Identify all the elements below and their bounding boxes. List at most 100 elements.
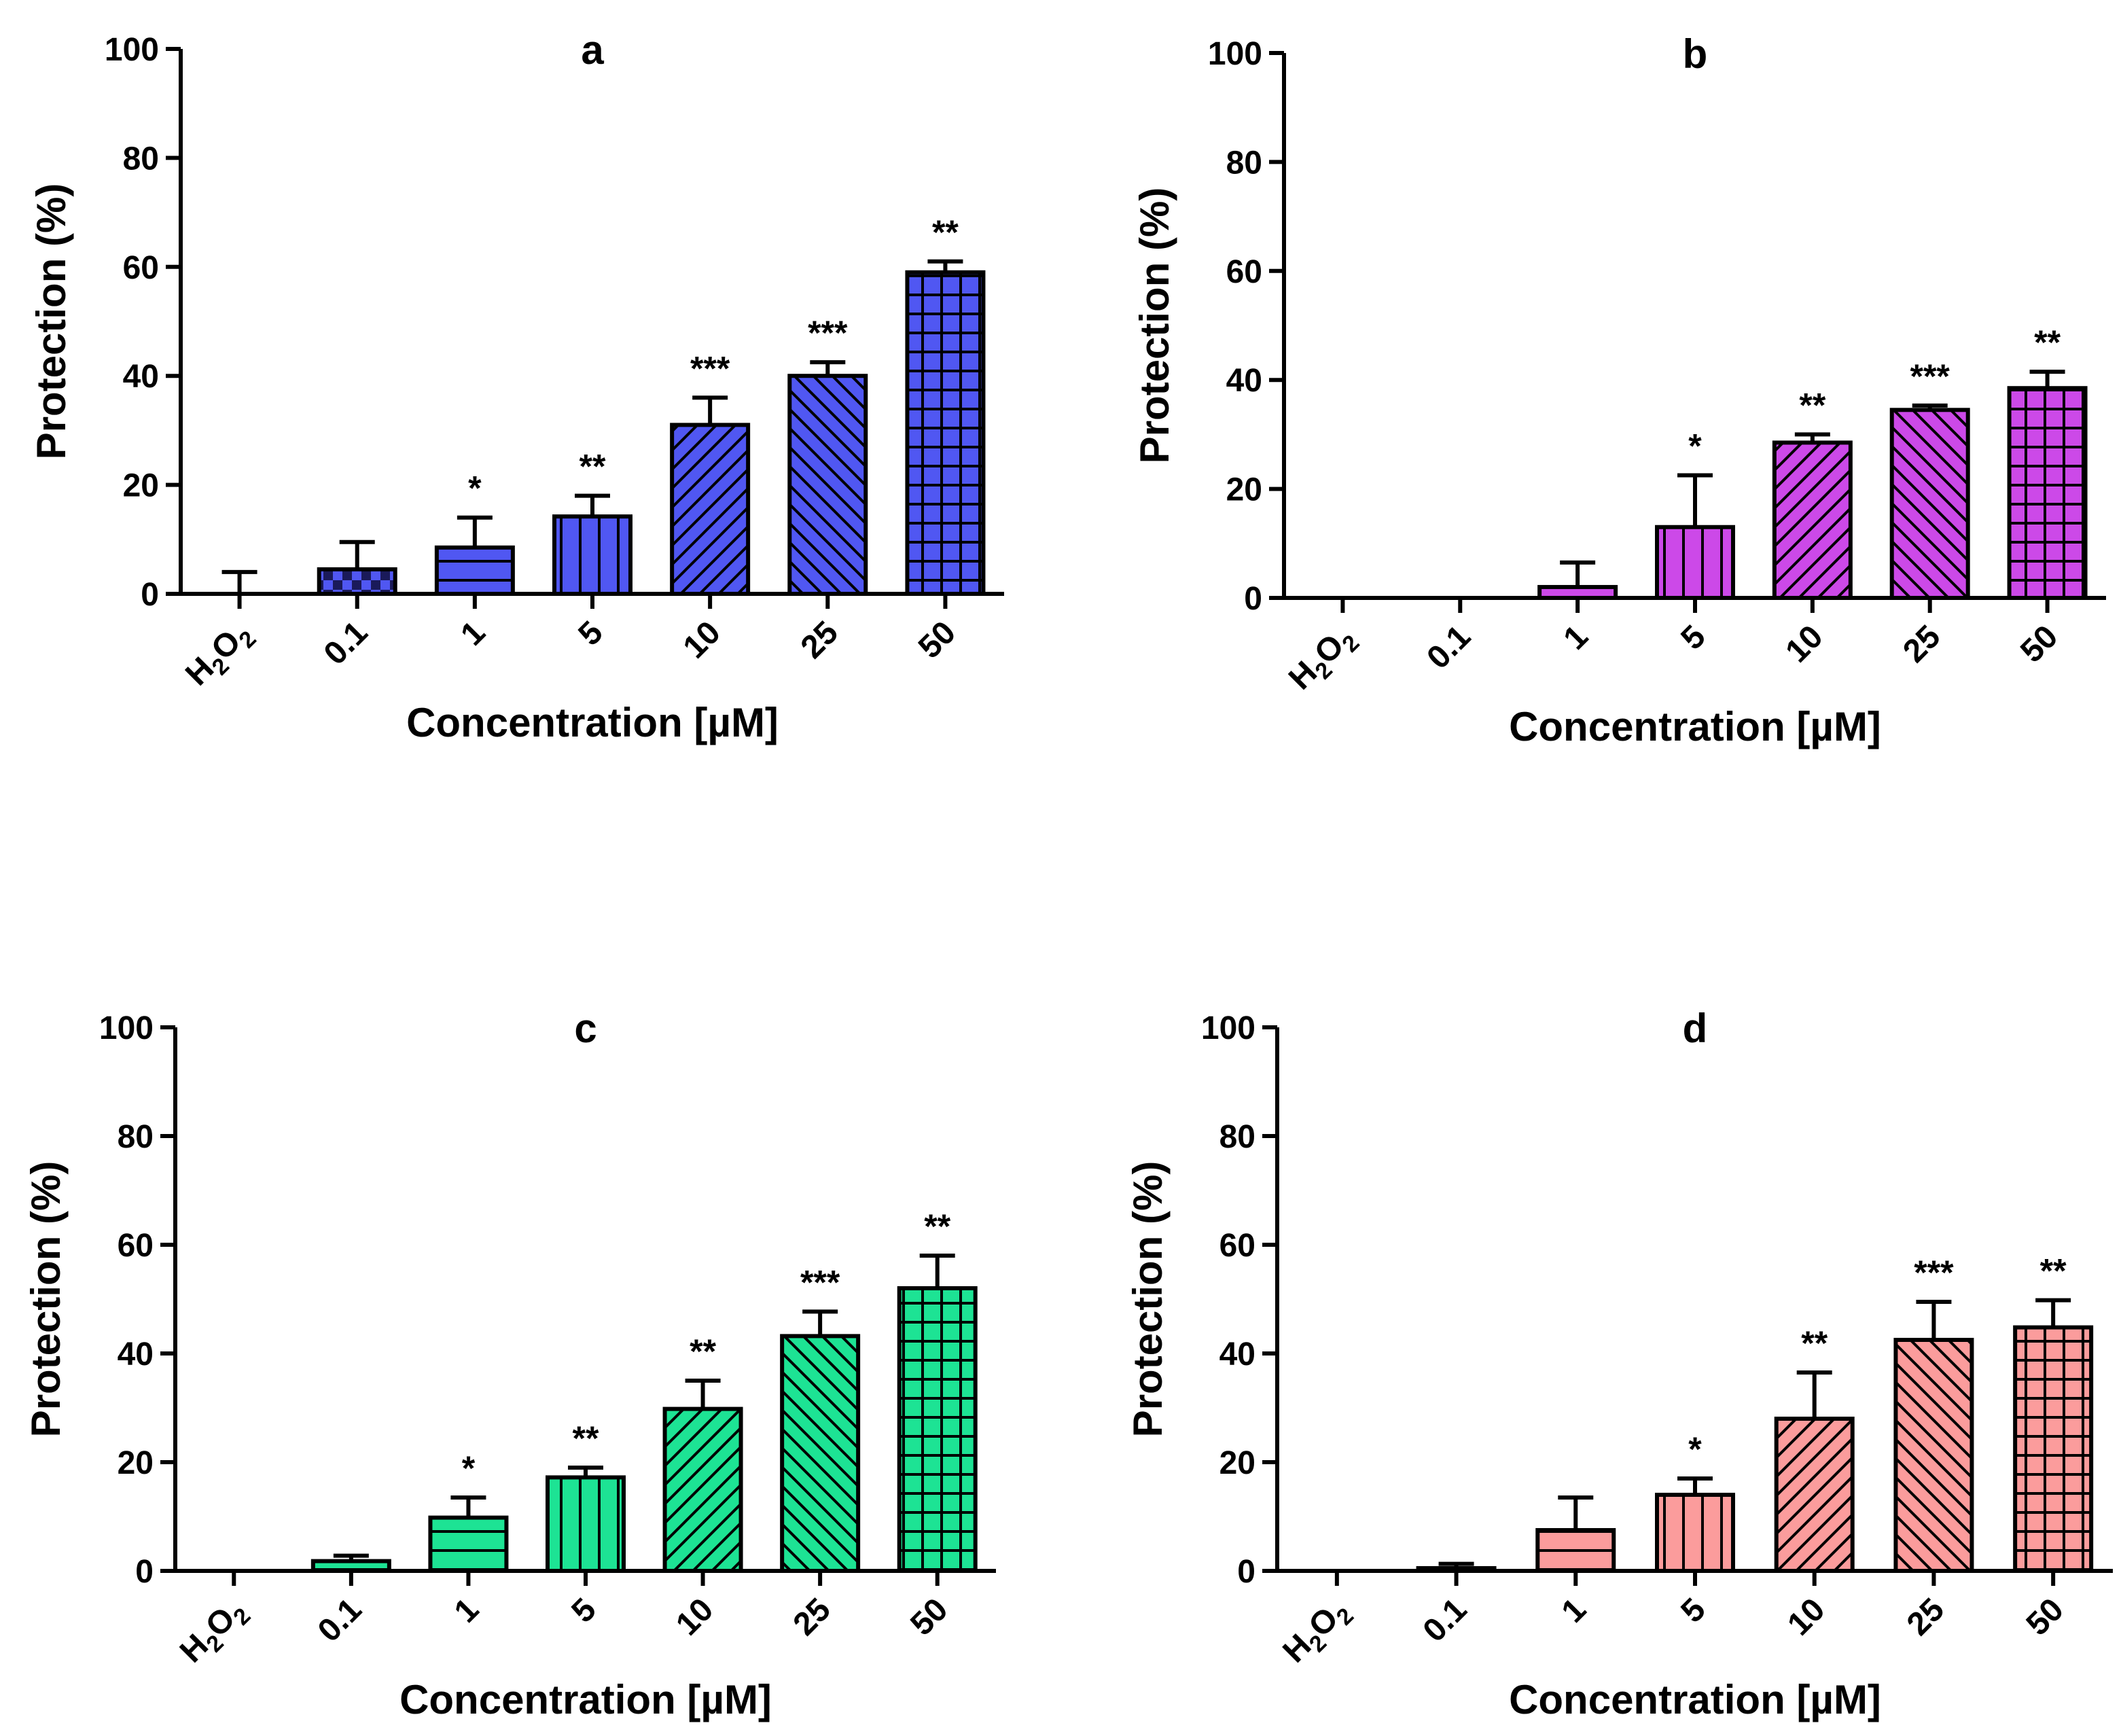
y-tick-label: 80 xyxy=(1219,1119,1255,1155)
x-axis-label: Concentration [µM] xyxy=(1509,704,1881,749)
bar xyxy=(897,1286,978,1573)
x-tick-label: 25 xyxy=(787,1591,838,1642)
y-tick-label: 80 xyxy=(123,141,159,177)
y-tick-label: 80 xyxy=(118,1119,154,1155)
x-tick-label: 5 xyxy=(1674,1591,1712,1629)
panel-title: c xyxy=(574,1006,596,1051)
bar xyxy=(1655,1493,1735,1573)
x-tick-label: 0.1 xyxy=(311,1591,369,1649)
chart-panel-d: d 0 20 40 60 80 100 Protection (%) H2O2 0.1 1 * 5 ** 1… xyxy=(1125,1006,2113,1722)
x-tick-label: H2O2 xyxy=(1282,618,1365,701)
significance-label: ** xyxy=(932,213,959,251)
y-tick-label: 20 xyxy=(1219,1445,1255,1481)
bar xyxy=(787,374,868,596)
x-tick-label: 5 xyxy=(565,1591,603,1629)
x-tick-label: 25 xyxy=(794,614,845,665)
x-tick-label: 1 xyxy=(448,1591,486,1629)
significance-label: ** xyxy=(1799,386,1825,424)
x-axis-label: Concentration [µM] xyxy=(406,700,779,745)
bar xyxy=(1537,584,1618,601)
significance-label: ** xyxy=(2040,1252,2067,1290)
x-tick-label: 1 xyxy=(1557,618,1595,656)
y-tick-label: 0 xyxy=(141,577,159,613)
bar xyxy=(2013,1325,2094,1573)
y-tick-label: 0 xyxy=(1244,581,1262,617)
significance-label: * xyxy=(1688,427,1702,465)
panel-title: a xyxy=(581,27,604,73)
significance-label: ** xyxy=(1801,1324,1828,1362)
chart-panel-c: c 0 20 40 60 80 100 Protection (%) H2O2 0.1 * 1 ** 5 *… xyxy=(23,1006,996,1722)
y-tick-label: 40 xyxy=(118,1336,154,1372)
x-tick-label: 50 xyxy=(912,614,963,665)
y-tick-label: 40 xyxy=(1226,363,1262,399)
significance-label: *** xyxy=(800,1263,840,1301)
bar xyxy=(1655,525,1735,600)
y-tick-label: 0 xyxy=(1237,1554,1255,1590)
significance-label: ** xyxy=(580,448,606,486)
significance-label: ** xyxy=(924,1207,950,1245)
significance-label: * xyxy=(462,1449,476,1487)
bar xyxy=(434,545,515,597)
x-tick-label: 5 xyxy=(571,614,609,652)
y-tick-label: 60 xyxy=(1219,1228,1255,1264)
significance-label: *** xyxy=(1914,1254,1954,1292)
significance-label: *** xyxy=(1910,357,1950,395)
y-tick-label: 100 xyxy=(1201,1010,1255,1046)
x-tick-label: H2O2 xyxy=(1276,1591,1359,1674)
bar xyxy=(1416,1566,1497,1573)
panel-title: b xyxy=(1683,31,1708,77)
y-tick-label: 20 xyxy=(1226,472,1262,508)
chart-panel-a: a 0 20 40 60 80 100 Protection (%) H2O2 0.1 * 1 ** 5 *… xyxy=(29,27,1004,745)
bar xyxy=(662,1406,743,1574)
bar xyxy=(2007,386,2088,600)
y-tick-label: 100 xyxy=(99,1010,154,1046)
bar xyxy=(905,270,986,596)
bar xyxy=(317,567,397,596)
y-tick-label: 60 xyxy=(118,1228,154,1264)
x-tick-label: H2O2 xyxy=(179,614,262,697)
bar xyxy=(1774,1417,1855,1573)
y-tick-label: 20 xyxy=(118,1445,154,1481)
significance-label: * xyxy=(468,470,482,508)
bar xyxy=(310,1559,391,1574)
x-tick-label: 1 xyxy=(454,614,492,652)
significance-label: *** xyxy=(808,314,848,352)
y-tick-label: 80 xyxy=(1226,145,1262,181)
significance-label: ** xyxy=(690,1332,716,1370)
x-tick-label: 0.1 xyxy=(317,614,375,672)
x-tick-label: 50 xyxy=(904,1591,955,1642)
x-tick-label: 25 xyxy=(1896,618,1947,669)
x-tick-label: 25 xyxy=(1900,1591,1951,1642)
y-axis-label: Protection (%) xyxy=(1132,188,1177,464)
y-tick-label: 40 xyxy=(123,359,159,395)
chart-panel-b: b 0 20 40 60 80 100 Protection (%) H2O2 0.1 1 * 5 ** 1… xyxy=(1132,31,2106,749)
x-axis-label: Concentration [µM] xyxy=(399,1677,772,1722)
significance-label: ** xyxy=(573,1419,599,1457)
y-tick-label: 100 xyxy=(105,32,159,68)
bar xyxy=(670,423,751,596)
y-axis-label: Protection (%) xyxy=(23,1161,69,1438)
y-tick-label: 60 xyxy=(123,250,159,286)
y-axis-label: Protection (%) xyxy=(29,183,74,460)
panel-title: d xyxy=(1683,1006,1708,1051)
x-tick-label: 1 xyxy=(1555,1591,1593,1629)
bar xyxy=(1889,408,1970,600)
x-tick-label: 10 xyxy=(1781,1591,1832,1642)
y-tick-label: 0 xyxy=(135,1554,154,1590)
x-tick-label: 10 xyxy=(669,1591,720,1642)
x-tick-label: 0.1 xyxy=(1420,618,1478,676)
significance-label: *** xyxy=(690,349,730,387)
bar xyxy=(780,1334,861,1574)
bar xyxy=(552,514,632,597)
x-tick-label: H2O2 xyxy=(173,1591,256,1674)
y-tick-label: 60 xyxy=(1226,254,1262,290)
bar xyxy=(1535,1528,1616,1573)
bar xyxy=(1772,440,1853,600)
x-tick-label: 50 xyxy=(2014,618,2065,669)
significance-label: ** xyxy=(2034,323,2061,361)
y-tick-label: 100 xyxy=(1208,36,1262,72)
x-tick-label: 10 xyxy=(677,614,728,665)
significance-label: * xyxy=(1688,1430,1702,1468)
y-tick-label: 40 xyxy=(1219,1336,1255,1372)
